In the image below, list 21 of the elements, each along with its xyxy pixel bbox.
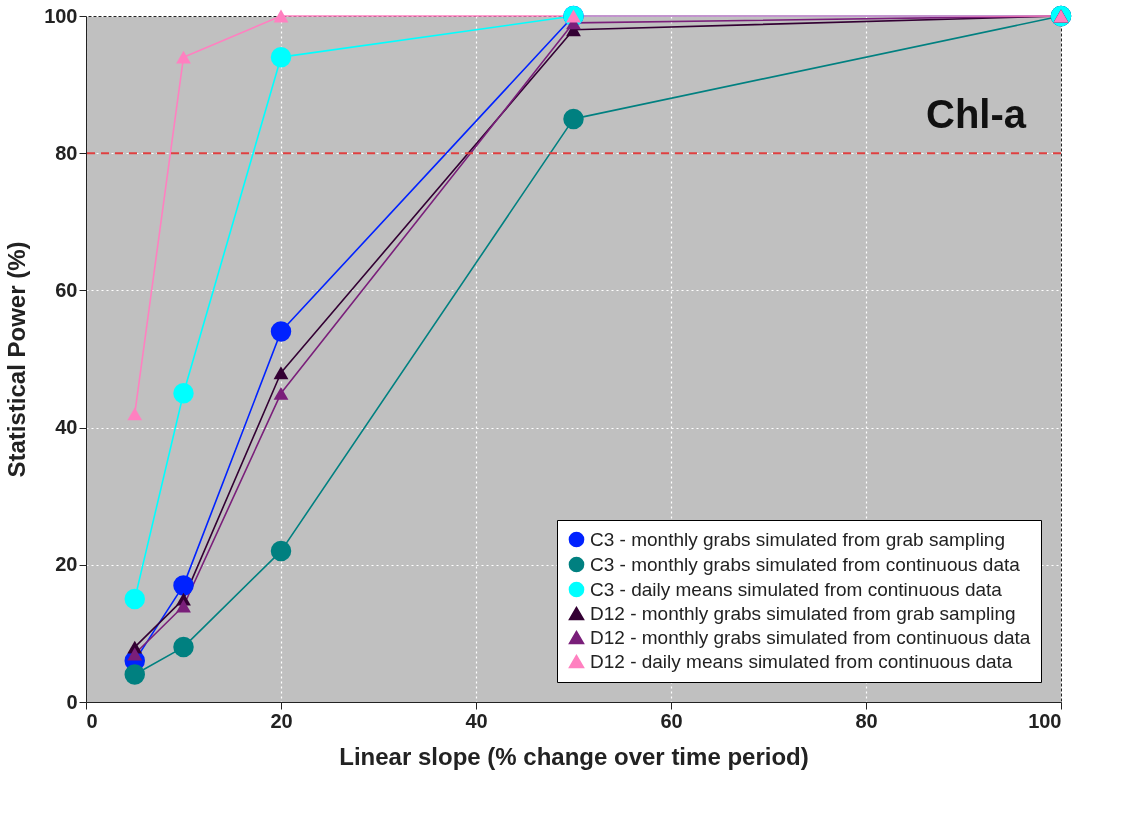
y-tick-label: 60 bbox=[55, 278, 78, 301]
y-axis-title: Statistical Power (%) bbox=[3, 241, 31, 478]
annotation: Chl-a bbox=[926, 92, 1027, 136]
x-tick-label: 80 bbox=[855, 709, 878, 732]
x-tick-label: 60 bbox=[660, 709, 683, 732]
legend-label: C3 - monthly grabs simulated from grab sampling bbox=[590, 528, 1006, 550]
legend-label: D12 - monthly grabs simulated from continuous data bbox=[590, 626, 1031, 648]
x-tick-label: 0 bbox=[86, 709, 98, 732]
legend-label: D12 - monthly grabs simulated from grab sampling bbox=[590, 602, 1016, 624]
x-tick-label: 40 bbox=[465, 709, 488, 732]
legend-label: C3 - daily means simulated from continuous data bbox=[590, 578, 1003, 600]
legend-label: C3 - monthly grabs simulated from continuous data bbox=[590, 553, 1021, 575]
y-tick-label: 0 bbox=[66, 690, 78, 713]
y-tick-label: 80 bbox=[55, 141, 78, 164]
x-axis-title: Linear slope (% change over time period) bbox=[339, 742, 809, 770]
x-tick-label: 20 bbox=[270, 709, 293, 732]
y-tick-label: 40 bbox=[55, 416, 78, 439]
y-tick-label: 20 bbox=[55, 553, 78, 576]
y-tick-label: 100 bbox=[44, 4, 78, 27]
x-tick-label: 100 bbox=[1028, 709, 1062, 732]
legend-label: D12 - daily means simulated from continuous data bbox=[590, 650, 1013, 672]
